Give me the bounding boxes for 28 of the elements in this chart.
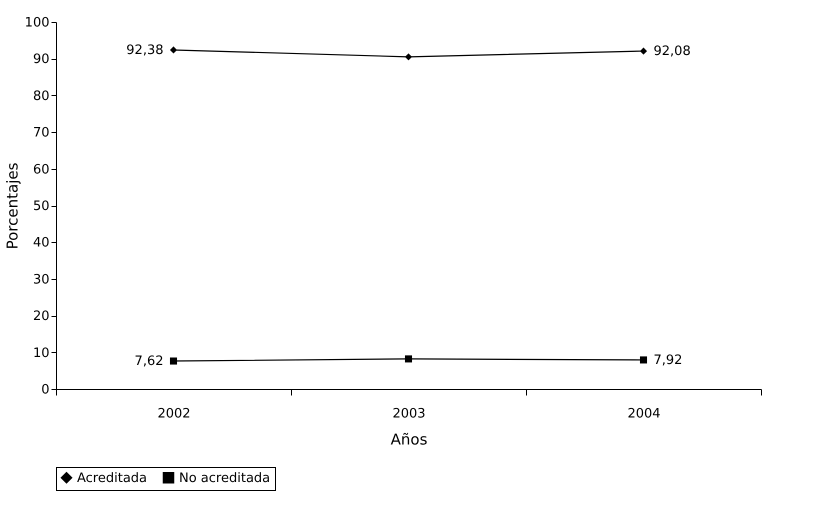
y-axis-title: Porcentajes bbox=[4, 162, 22, 250]
legend-label: Acreditada bbox=[77, 470, 148, 486]
y-tick-label: 0 bbox=[41, 382, 50, 398]
data-label: 7,62 bbox=[134, 354, 164, 370]
y-tick-label: 10 bbox=[32, 346, 50, 361]
y-tick-label: 20 bbox=[32, 309, 50, 324]
point bbox=[640, 356, 648, 364]
data-label: 92,08 bbox=[654, 44, 691, 60]
data-label: 7,92 bbox=[654, 352, 682, 368]
y-tick-label: 90 bbox=[32, 52, 50, 68]
y-tick-label: 50 bbox=[32, 199, 50, 214]
x-tick-label: 2002 bbox=[157, 406, 191, 422]
x-axis-title: Años bbox=[390, 430, 428, 448]
y-tick-label: 60 bbox=[32, 162, 50, 178]
data-label: 92,38 bbox=[126, 42, 164, 58]
x-tick-label: 2004 bbox=[627, 406, 661, 422]
y-tick-label: 100 bbox=[24, 16, 50, 30]
point bbox=[170, 358, 178, 365]
y-tick-label: 70 bbox=[32, 126, 50, 141]
legend-label: No acreditada bbox=[179, 470, 270, 486]
y-tick-label: 40 bbox=[32, 236, 50, 251]
y-tick-label: 30 bbox=[32, 272, 50, 288]
point bbox=[404, 53, 412, 60]
y-tick-label: 80 bbox=[32, 88, 50, 104]
point bbox=[640, 48, 648, 55]
x-tick-label: 2003 bbox=[392, 406, 426, 422]
point bbox=[170, 46, 178, 54]
point bbox=[404, 355, 412, 362]
